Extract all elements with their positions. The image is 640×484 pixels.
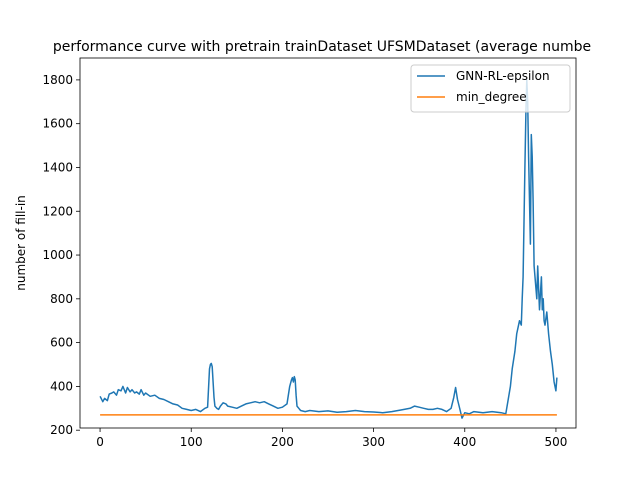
x-tick-label: 300: [362, 435, 385, 449]
legend: GNN-RL-epsilon min_degree: [410, 64, 571, 113]
y-axis: 200 400 600 800 1000 1200 1400 1600 1800: [42, 73, 80, 437]
y-tick-label: 400: [50, 379, 73, 393]
y-tick-label: 200: [50, 423, 73, 437]
y-tick-label: 1000: [42, 248, 73, 262]
chart-title: performance curve with pretrain trainDat…: [53, 39, 591, 55]
legend-box: [410, 64, 571, 113]
y-tick-label: 1800: [42, 73, 73, 87]
y-tick-label: 1600: [42, 117, 73, 131]
y-tick-label: 1400: [42, 160, 73, 174]
plot-lines: [99, 79, 558, 419]
y-axis-label: number of fill-in: [14, 195, 28, 291]
y-tick-label: 600: [50, 336, 73, 350]
legend-label-gnn-rl-epsilon: GNN-RL-epsilon: [456, 69, 550, 83]
y-tick-label: 1200: [42, 204, 73, 218]
x-tick-label: 200: [271, 435, 294, 449]
x-tick-label: 0: [96, 435, 104, 449]
x-tick-label: 400: [453, 435, 476, 449]
x-axis: 0 100 200 300 400 500: [96, 428, 567, 449]
legend-label-min-degree: min_degree: [456, 90, 527, 104]
x-tick-label: 500: [544, 435, 567, 449]
plot-frame: [79, 57, 577, 429]
y-tick-label: 800: [50, 292, 73, 306]
x-tick-label: 100: [180, 435, 203, 449]
series-line-gnn-rl-epsilon: [99, 79, 558, 419]
